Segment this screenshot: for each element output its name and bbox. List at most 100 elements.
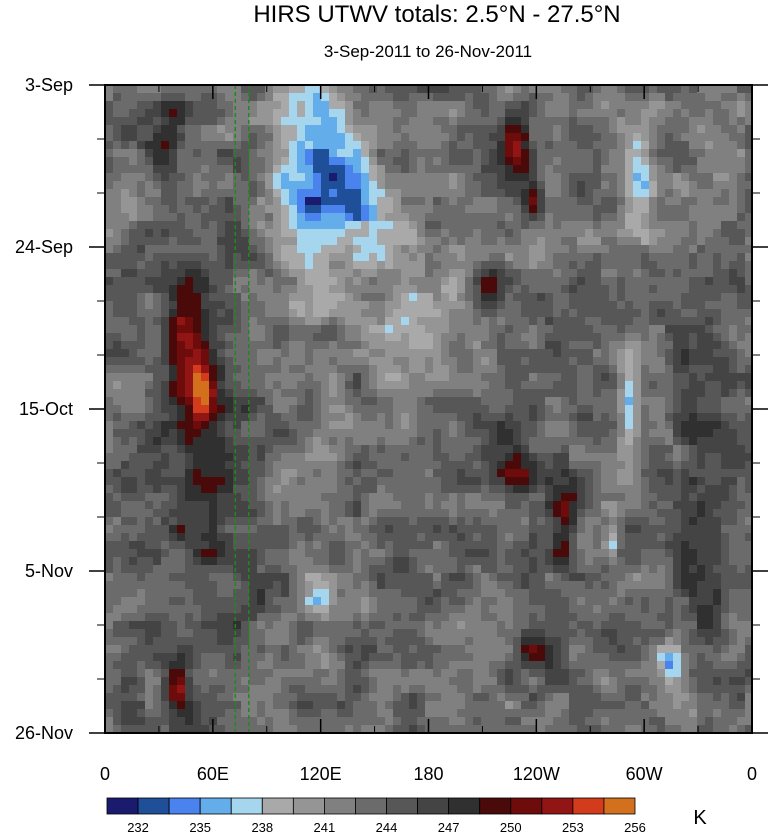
field-cell (473, 397, 482, 406)
field-cell (369, 197, 378, 206)
field-cell (393, 277, 402, 286)
field-cell (449, 461, 458, 470)
field-cell (281, 237, 290, 246)
field-cell (441, 277, 450, 286)
field-cell (681, 173, 690, 182)
field-cell (481, 269, 490, 278)
field-cell (569, 421, 578, 430)
field-cell (289, 197, 298, 206)
field-cell (193, 237, 202, 246)
field-cell (273, 477, 282, 486)
field-cell (329, 277, 338, 286)
field-cell (393, 565, 402, 574)
field-cell (481, 397, 490, 406)
field-cell (361, 125, 370, 134)
field-cell (737, 261, 746, 270)
field-cell (657, 525, 666, 534)
field-cell (369, 173, 378, 182)
field-cell (353, 93, 362, 102)
field-cell (169, 405, 178, 414)
field-cell (297, 277, 306, 286)
field-cell (321, 421, 330, 430)
field-cell (681, 557, 690, 566)
field-cell (529, 453, 538, 462)
field-cell (201, 293, 210, 302)
field-cell (337, 229, 346, 238)
field-cell (721, 461, 730, 470)
field-cell (697, 181, 706, 190)
field-cell (697, 357, 706, 366)
field-cell (713, 509, 722, 518)
field-cell (505, 221, 514, 230)
field-cell (657, 373, 666, 382)
field-cell (257, 509, 266, 518)
field-cell (561, 197, 570, 206)
field-cell (745, 141, 752, 150)
field-cell (561, 133, 570, 142)
field-cell (401, 413, 410, 422)
field-cell (385, 149, 394, 158)
field-cell (505, 253, 514, 262)
field-cell (545, 341, 554, 350)
field-cell (609, 133, 618, 142)
field-cell (281, 405, 290, 414)
field-cell (401, 269, 410, 278)
field-cell (497, 365, 506, 374)
field-cell (673, 565, 682, 574)
field-cell (673, 525, 682, 534)
field-cell (281, 493, 290, 502)
field-cell (681, 381, 690, 390)
field-cell (481, 277, 490, 286)
field-cell (705, 245, 714, 254)
field-cell (481, 453, 490, 462)
field-cell (609, 549, 618, 558)
field-cell (337, 533, 346, 542)
field-cell (113, 269, 122, 278)
field-cell (665, 349, 674, 358)
field-cell (737, 93, 746, 102)
field-cell (137, 517, 146, 526)
field-cell (345, 229, 354, 238)
field-cell (225, 197, 234, 206)
field-cell (593, 517, 602, 526)
field-cell (281, 197, 290, 206)
field-cell (545, 125, 554, 134)
field-cell (401, 213, 410, 222)
field-cell (281, 189, 290, 198)
field-cell (657, 437, 666, 446)
field-cell (401, 117, 410, 126)
field-cell (433, 197, 442, 206)
field-cell (417, 309, 426, 318)
field-cell (329, 565, 338, 574)
field-cell (177, 133, 186, 142)
field-cell (161, 165, 170, 174)
field-cell (281, 125, 290, 134)
field-cell (505, 189, 514, 198)
field-cell (545, 389, 554, 398)
field-cell (257, 413, 266, 422)
field-cell (473, 173, 482, 182)
field-cell (505, 181, 514, 190)
field-cell (609, 501, 618, 510)
field-cell (425, 477, 434, 486)
field-cell (297, 157, 306, 166)
field-cell (321, 213, 330, 222)
field-cell (569, 541, 578, 550)
field-cell (225, 149, 234, 158)
field-cell (241, 549, 250, 558)
field-cell (585, 333, 594, 342)
field-cell (305, 125, 314, 134)
field-cell (113, 277, 122, 286)
field-cell (425, 149, 434, 158)
field-cell (153, 213, 162, 222)
field-cell (649, 317, 658, 326)
field-cell (161, 525, 170, 534)
field-cell (505, 261, 514, 270)
field-cell (457, 229, 466, 238)
field-cell (585, 277, 594, 286)
field-cell (241, 213, 250, 222)
field-cell (329, 557, 338, 566)
field-cell (625, 141, 634, 150)
field-cell (705, 485, 714, 494)
field-cell (697, 541, 706, 550)
